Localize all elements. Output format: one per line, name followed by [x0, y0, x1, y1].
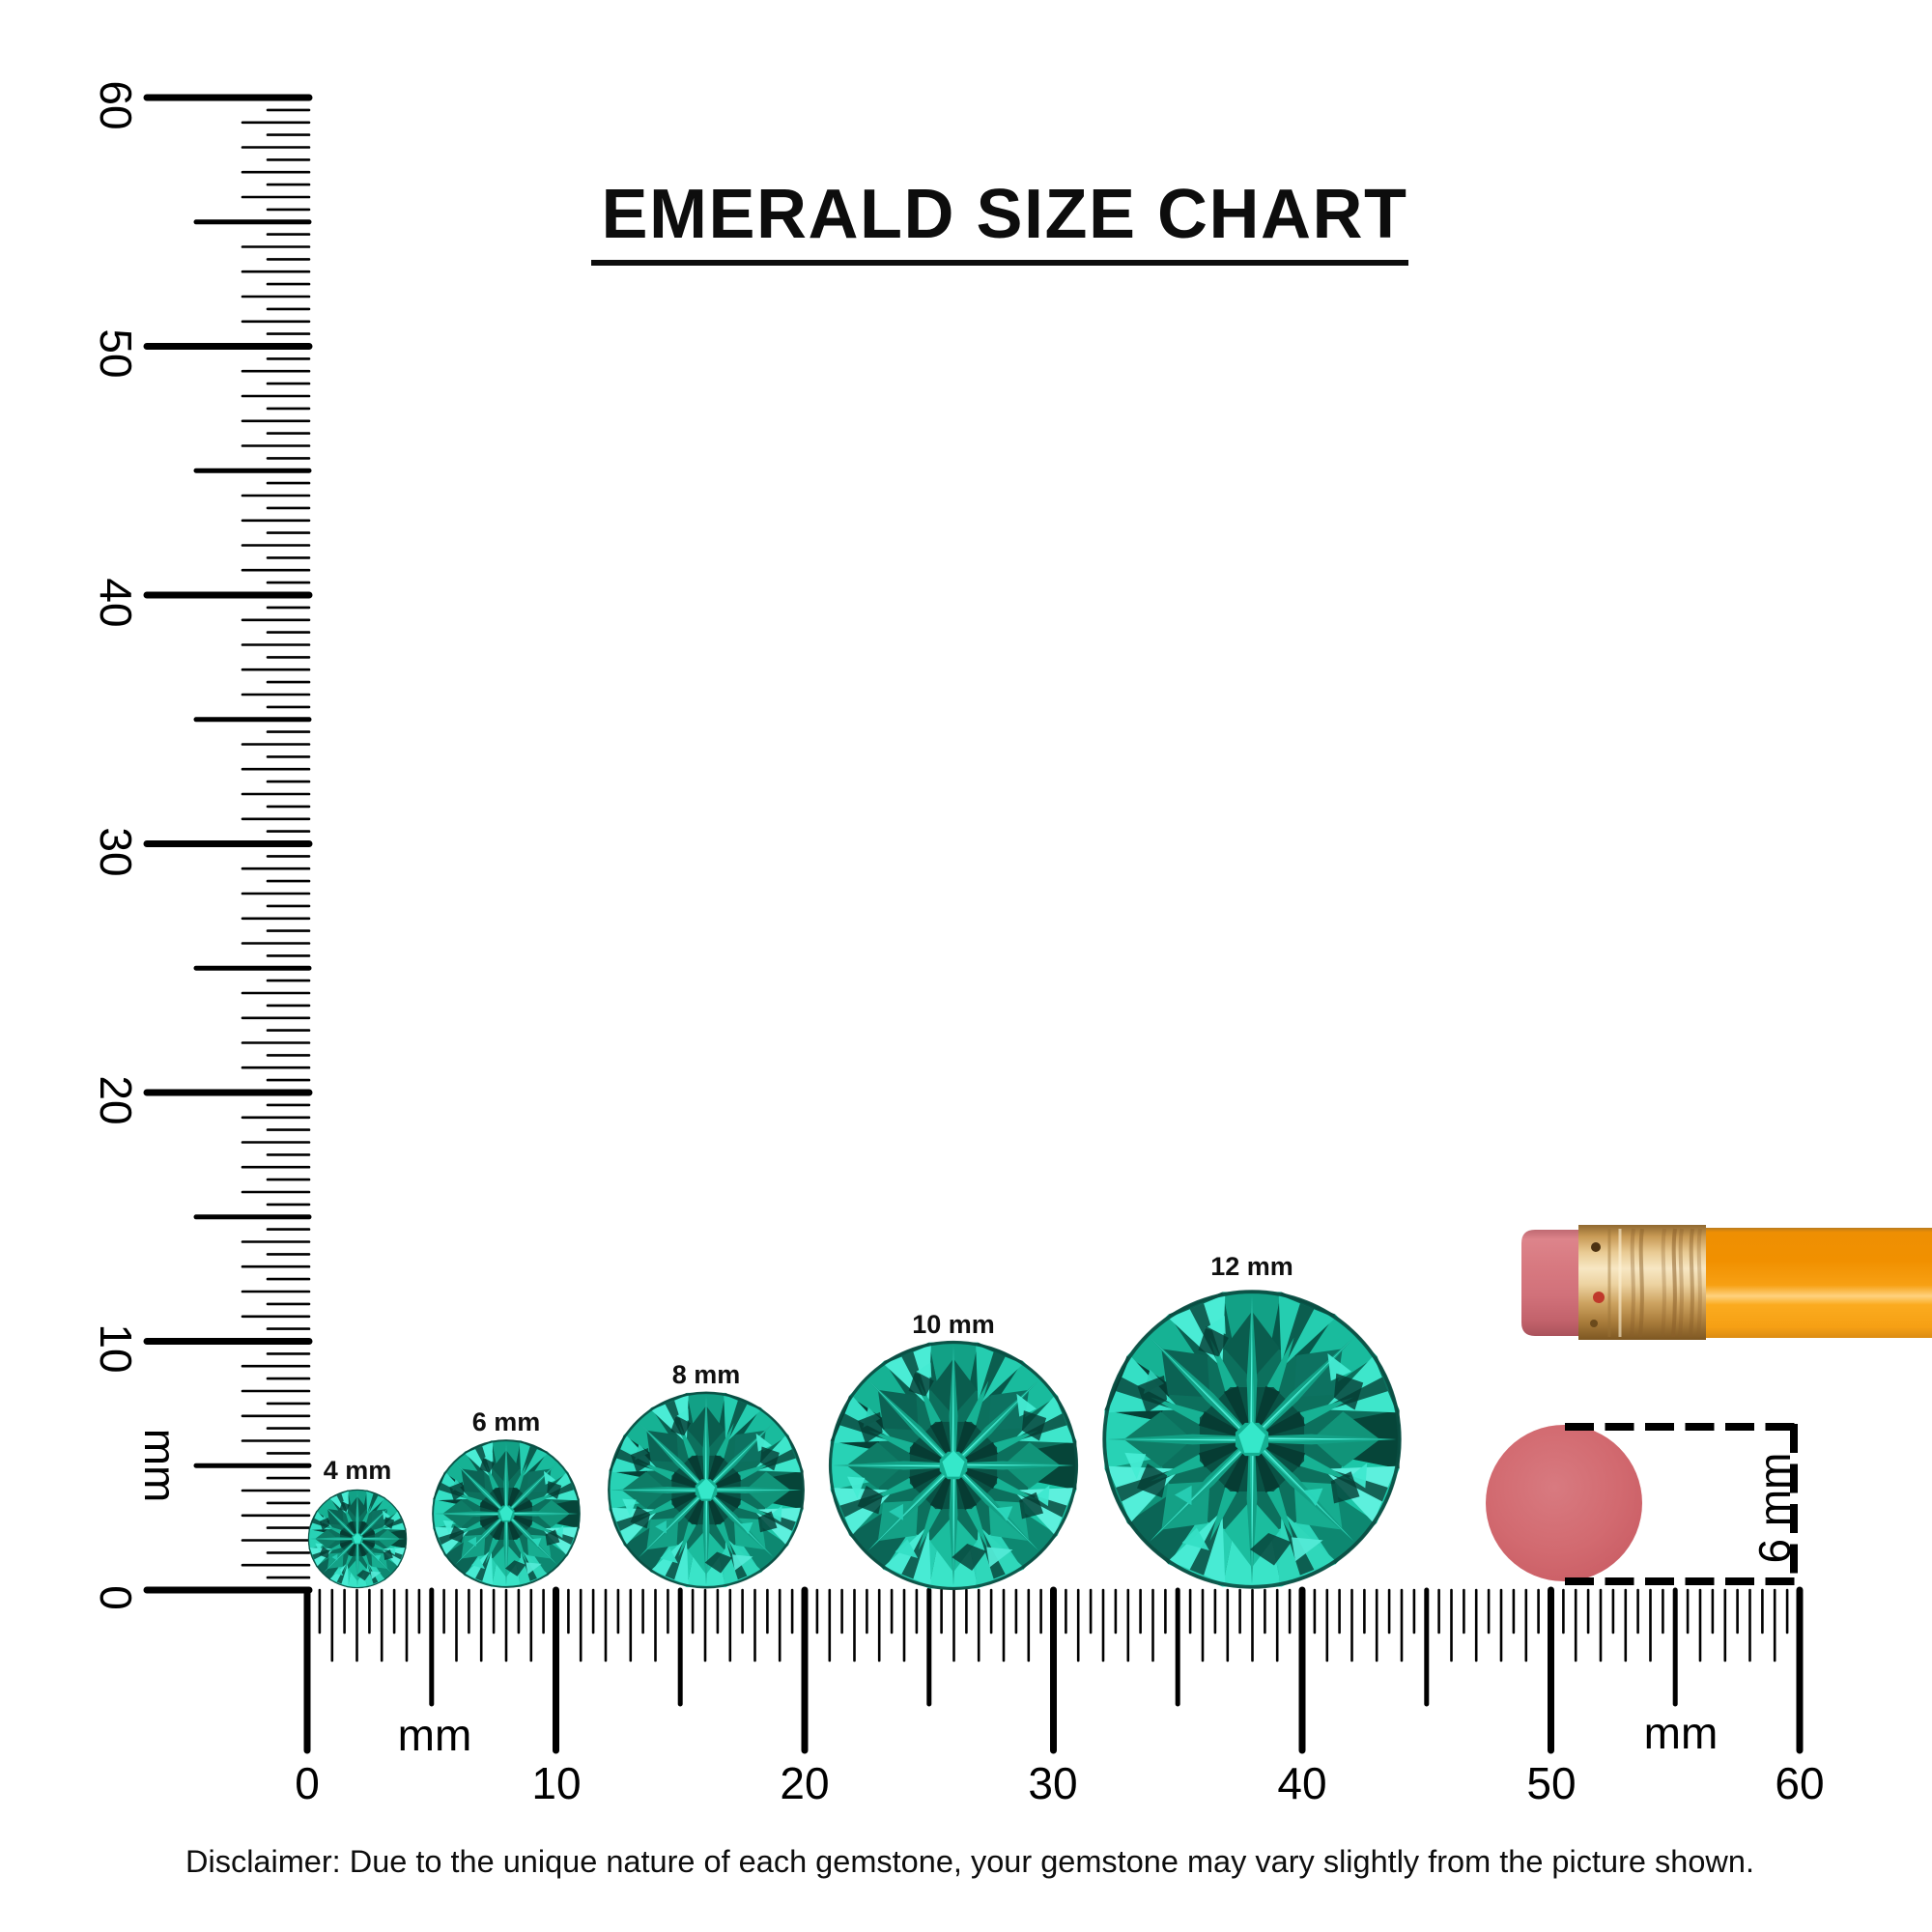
svg-text:12 mm: 12 mm — [1210, 1252, 1293, 1281]
svg-text:20: 20 — [780, 1758, 829, 1808]
svg-text:6 mm: 6 mm — [1749, 1453, 1800, 1564]
svg-text:10: 10 — [531, 1758, 581, 1808]
svg-text:50: 50 — [91, 328, 141, 378]
svg-text:40: 40 — [1277, 1758, 1326, 1808]
svg-text:40: 40 — [91, 578, 141, 627]
svg-text:10: 10 — [91, 1323, 141, 1373]
svg-text:60: 60 — [1775, 1758, 1824, 1808]
svg-text:mm: mm — [1644, 1708, 1719, 1758]
svg-text:8 mm: 8 mm — [672, 1360, 741, 1389]
svg-text:30: 30 — [91, 827, 141, 876]
svg-text:4 mm: 4 mm — [324, 1456, 392, 1485]
svg-text:mm: mm — [398, 1710, 472, 1760]
svg-text:Disclaimer: Due to the unique: Disclaimer: Due to the unique nature of … — [185, 1844, 1754, 1879]
svg-text:mm: mm — [135, 1429, 185, 1503]
svg-text:EMERALD SIZE CHART: EMERALD SIZE CHART — [602, 176, 1408, 253]
svg-text:0: 0 — [91, 1585, 141, 1610]
svg-text:30: 30 — [1028, 1758, 1077, 1808]
svg-text:6 mm: 6 mm — [472, 1407, 541, 1436]
svg-text:60: 60 — [91, 80, 141, 129]
svg-text:50: 50 — [1526, 1758, 1576, 1808]
svg-text:0: 0 — [295, 1758, 320, 1808]
svg-text:20: 20 — [91, 1075, 141, 1124]
svg-text:10 mm: 10 mm — [912, 1310, 995, 1339]
